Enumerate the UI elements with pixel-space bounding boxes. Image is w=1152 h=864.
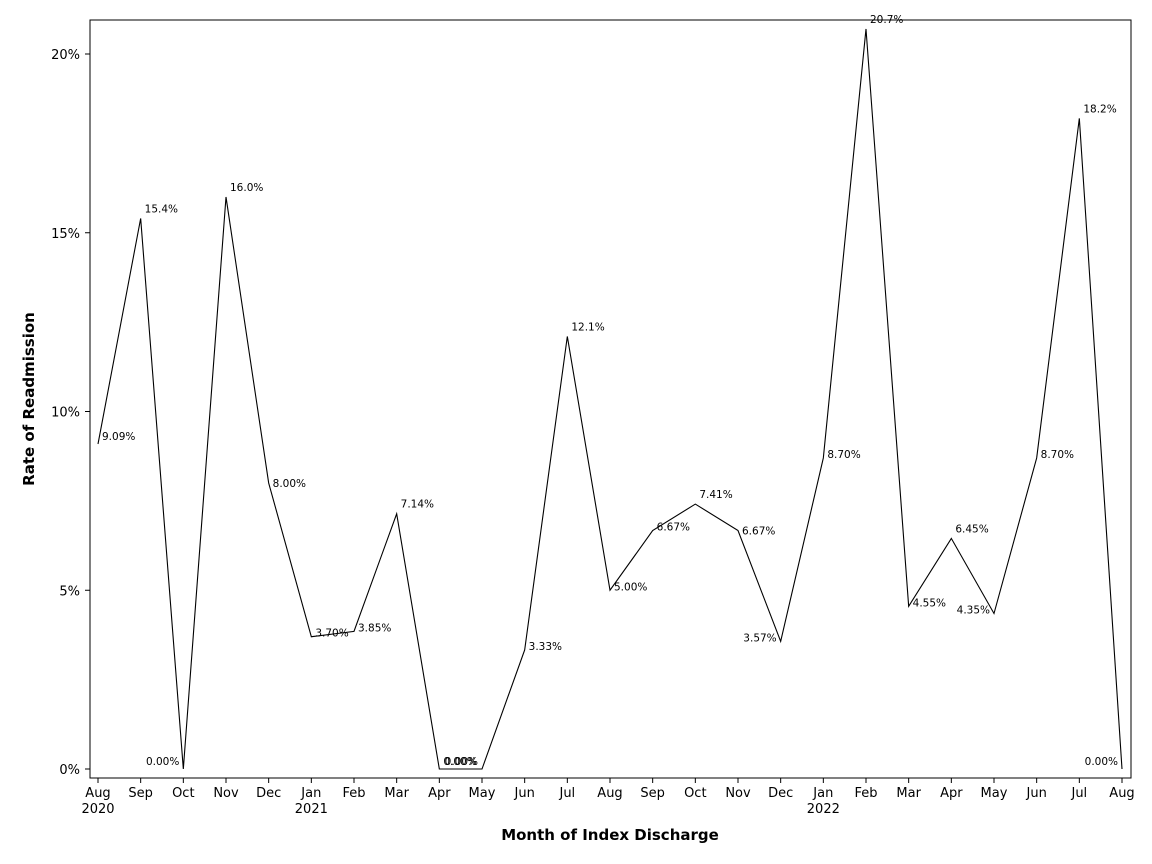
- data-label: 8.00%: [273, 478, 306, 490]
- data-label: 15.4%: [145, 203, 178, 215]
- x-tick-label: Jun: [514, 786, 535, 801]
- y-axis-title: Rate of Readmission: [20, 312, 38, 486]
- data-label: 3.85%: [358, 622, 391, 634]
- x-tick-label: Aug: [1109, 786, 1134, 801]
- x-axis-title: Month of Index Discharge: [501, 826, 719, 844]
- data-label: 5.00%: [614, 581, 647, 593]
- x-tick-label: Apr: [940, 786, 963, 801]
- x-tick-label: Feb: [854, 786, 877, 801]
- y-tick-label: 0%: [59, 763, 80, 778]
- y-tick-label: 20%: [51, 48, 80, 63]
- data-label: 7.41%: [699, 489, 732, 501]
- x-tick-label: Sep: [640, 786, 665, 801]
- data-label: 16.0%: [230, 182, 263, 194]
- y-tick-label: 10%: [51, 406, 80, 421]
- x-tick-label: May: [469, 786, 496, 801]
- data-label: 3.33%: [529, 641, 562, 653]
- x-tick-label: Sep: [128, 786, 153, 801]
- data-label: 18.2%: [1083, 103, 1116, 115]
- data-label: 6.45%: [955, 523, 988, 535]
- data-label: 3.57%: [743, 632, 776, 644]
- data-labels: 9.09% 15.4% 0.00% 16.0% 8.00% 3.70% 3.85% 7.14%…: [102, 14, 1118, 768]
- data-label: 0.00%: [146, 756, 179, 768]
- data-label: 3.70%: [315, 628, 348, 640]
- readmission-rate-line: [97, 28, 1123, 770]
- x-tick-label: Mar: [384, 786, 409, 801]
- x-tick-label: Oct: [172, 786, 194, 801]
- data-label: 0.00%: [1085, 756, 1118, 768]
- x-tick-label: Dec: [768, 786, 793, 801]
- x-tick-label: Jan: [300, 786, 321, 801]
- x-year-label: 2022: [807, 802, 840, 817]
- data-label: 4.55%: [913, 597, 946, 609]
- x-tick-label: Aug: [85, 786, 110, 801]
- x-tick-label: Feb: [342, 786, 365, 801]
- data-label: 20.7%: [870, 14, 903, 26]
- y-tick-label: 15%: [51, 227, 80, 242]
- x-tick-label: May: [981, 786, 1008, 801]
- data-label: 8.70%: [1041, 449, 1074, 461]
- y-tick-label: 5%: [59, 584, 80, 599]
- x-tick-label: Mar: [896, 786, 921, 801]
- x-tick-label: Jan: [812, 786, 833, 801]
- y-axis: 0% 5% 10% 15% 20%: [51, 48, 90, 778]
- data-label: 8.70%: [827, 449, 860, 461]
- x-tick-label: Apr: [428, 786, 451, 801]
- data-label: 0.00%: [445, 756, 478, 768]
- data-label: 4.35%: [957, 604, 990, 616]
- data-label: 12.1%: [571, 321, 604, 333]
- x-tick-label: Oct: [684, 786, 706, 801]
- plot-frame: [89, 19, 1132, 779]
- x-tick-label: Nov: [725, 786, 751, 801]
- x-tick-label: Dec: [256, 786, 281, 801]
- data-label: 6.67%: [742, 526, 775, 538]
- x-tick-label: Aug: [597, 786, 622, 801]
- data-label: 0.00%: [443, 756, 476, 768]
- x-year-label: 2021: [295, 802, 328, 817]
- data-label: 6.67%: [657, 522, 690, 534]
- x-tick-label: Jun: [1026, 786, 1047, 801]
- x-tick-label: Jul: [1070, 786, 1087, 801]
- x-tick-label: Jul: [558, 786, 575, 801]
- data-label: 9.09%: [102, 431, 135, 443]
- x-year-label: 2020: [81, 802, 114, 817]
- x-tick-label: Nov: [213, 786, 239, 801]
- data-label: 7.14%: [401, 499, 434, 511]
